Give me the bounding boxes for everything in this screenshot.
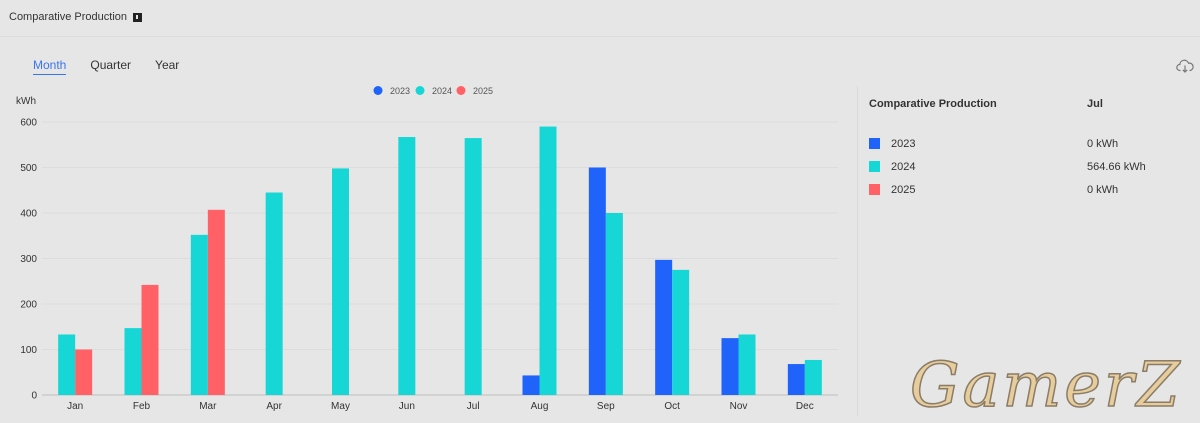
x-tick-label: May (331, 401, 350, 412)
page-title: Comparative Production (9, 11, 128, 23)
bar-2023 (721, 338, 739, 395)
tab-month[interactable]: Month (33, 58, 67, 75)
bar-2024 (190, 234, 208, 395)
legend-label: 2025 (473, 86, 493, 96)
y-tick-label: 500 (20, 163, 37, 174)
bar-2023 (787, 364, 805, 395)
bar-2024 (124, 328, 142, 395)
panel-row-value: 0 kWh (1087, 183, 1119, 196)
x-tick-label: Feb (133, 401, 151, 412)
legend-marker (373, 86, 383, 95)
panel-row-year: 2025 (891, 183, 916, 196)
header-divider (0, 36, 1200, 37)
bar-2024 (672, 269, 690, 395)
x-tick-label: Nov (730, 401, 748, 412)
panel-row-value: 564.66 kWh (1087, 160, 1146, 173)
bar-2024 (265, 192, 283, 395)
bar-2024 (398, 137, 416, 395)
tab-quarter[interactable]: Quarter (90, 58, 132, 72)
series-swatch (869, 184, 880, 195)
x-tick-label: Jan (67, 401, 83, 412)
panel-row-value: 0 kWh (1087, 137, 1119, 150)
panel-row: 2023 0 kWh (869, 132, 1189, 155)
series-swatch (869, 138, 880, 149)
x-tick-label: Apr (266, 401, 282, 412)
y-tick-label: 200 (20, 300, 37, 311)
bar-2025 (141, 284, 159, 395)
legend-marker (415, 86, 425, 95)
y-tick-label: 600 (20, 118, 37, 129)
bar-2023 (655, 259, 673, 395)
legend-label: 2024 (432, 86, 452, 96)
y-axis-label: kWh (16, 96, 36, 107)
x-tick-label: Mar (199, 401, 217, 412)
panel-divider (857, 86, 858, 416)
bar-2024 (58, 334, 76, 395)
panel-title: Comparative Production (869, 98, 997, 110)
y-tick-label: 0 (31, 391, 37, 402)
panel-month: Jul (1087, 98, 1103, 110)
y-tick-label: 300 (20, 254, 37, 265)
bar-2023 (522, 375, 540, 395)
bar-2024 (804, 359, 822, 395)
bar-2025 (75, 349, 93, 395)
watermark-logo: GamerZ (909, 347, 1183, 422)
panel-row-year: 2024 (891, 160, 916, 173)
bar-2024 (464, 138, 482, 395)
x-tick-label: Jun (399, 401, 415, 412)
bar-2025 (207, 209, 225, 395)
page-header: Comparative Production (9, 9, 143, 25)
period-tabs: Month Quarter Year (33, 58, 203, 75)
bar-2024 (539, 126, 557, 396)
panel-row: 2024 564.66 kWh (869, 155, 1189, 178)
x-tick-label: Oct (664, 401, 680, 412)
panel-row: 2025 0 kWh (869, 178, 1189, 201)
production-bar-chart: kWh 0 100 200 300 400 500 600 2023 2024 2025 Jan Feb… (16, 86, 838, 412)
x-tick-label: Sep (597, 401, 615, 412)
tab-year[interactable]: Year (155, 58, 180, 72)
legend-label: 2023 (390, 86, 410, 96)
cloud-download-icon[interactable] (1176, 58, 1194, 74)
bar-2024 (332, 168, 349, 395)
y-tick-label: 400 (20, 209, 37, 220)
bar-2023 (588, 167, 606, 395)
bar-2024 (738, 334, 756, 395)
tooltip-panel: Comparative Production Jul 2023 0 kWh 20… (869, 98, 1189, 201)
y-tick-label: 100 (20, 345, 37, 356)
bar-2024 (605, 213, 623, 395)
series-swatch (869, 161, 880, 172)
x-tick-label: Jul (467, 401, 480, 412)
flag-icon[interactable] (133, 12, 143, 22)
legend-marker (456, 86, 466, 95)
panel-header: Comparative Production Jul (869, 98, 1189, 110)
x-tick-label: Dec (796, 401, 814, 412)
x-tick-label: Aug (531, 401, 549, 412)
panel-row-year: 2023 (891, 137, 916, 150)
